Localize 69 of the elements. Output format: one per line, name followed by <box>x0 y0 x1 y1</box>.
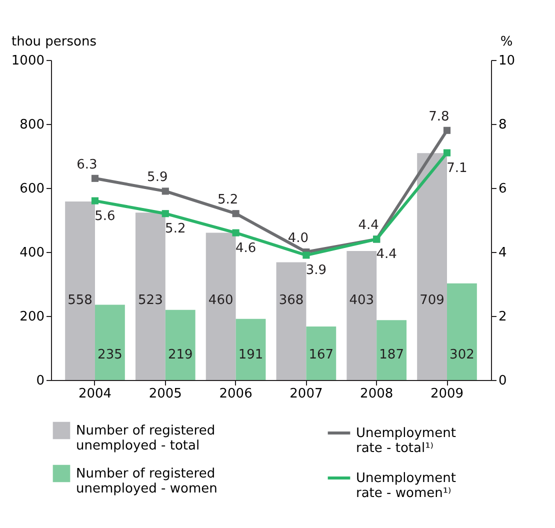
data-label: 7.8 <box>428 109 450 124</box>
y-tick-label: 1000 <box>11 54 44 68</box>
point <box>91 174 99 182</box>
data-label: 167 <box>308 347 334 362</box>
data-label: 5.9 <box>147 170 168 186</box>
bar <box>95 304 125 380</box>
y2-tick-label: 8 <box>498 118 507 132</box>
bar <box>236 318 266 380</box>
data-label: 7.1 <box>446 160 468 176</box>
y2-tick-label: 0 <box>498 374 507 388</box>
data-label: 5.2 <box>217 192 238 208</box>
data-label: 6.3 <box>76 157 98 172</box>
data-label: 523 <box>138 293 163 308</box>
bar <box>346 251 377 380</box>
y-tick-label: 600 <box>20 182 44 196</box>
bar <box>135 212 166 380</box>
legend-label: Number of registered unemployed - total <box>76 424 216 454</box>
x-tick-label: 2007 <box>290 386 323 402</box>
data-label: 187 <box>379 347 404 362</box>
point <box>162 188 169 195</box>
data-label: 709 <box>420 293 444 308</box>
data-label: 4.0 <box>288 231 309 246</box>
bar <box>165 310 196 380</box>
y-axis-title: thou persons <box>12 34 97 50</box>
legend-label: Unemployment rate - women¹⁾ <box>356 471 456 501</box>
bar <box>306 326 336 380</box>
data-label: 4.4 <box>358 218 379 234</box>
bar <box>65 201 95 380</box>
legend-label: Unemployment rate - total¹⁾ <box>356 426 456 456</box>
x-tick-label: 2009 <box>430 386 464 402</box>
point <box>162 210 169 218</box>
y-tick-label: 200 <box>20 310 44 324</box>
data-label: 403 <box>349 293 374 308</box>
data-label: 368 <box>278 293 304 308</box>
bar <box>376 320 407 380</box>
point <box>232 229 240 236</box>
data-label: 4.4 <box>376 247 397 262</box>
data-label: 5.2 <box>165 222 186 237</box>
point <box>443 126 451 134</box>
legend-label: Number of registered unemployed - women <box>76 466 218 496</box>
y2-tick-label: 6 <box>498 182 507 196</box>
data-label: 219 <box>168 347 193 362</box>
y2-tick-label: 10 <box>498 54 516 68</box>
bar <box>417 153 447 380</box>
y2-axis-title: % <box>500 34 513 50</box>
y-tick-label: 400 <box>20 246 44 260</box>
data-label: 302 <box>450 347 474 362</box>
point <box>443 149 451 156</box>
point <box>232 210 240 218</box>
data-label: 191 <box>238 347 264 362</box>
y2-tick-label: 4 <box>498 246 507 260</box>
data-label: 4.6 <box>235 240 256 256</box>
x-tick-label: 2004 <box>78 386 112 402</box>
data-label: 3.9 <box>306 263 327 278</box>
data-label: 5.6 <box>94 208 116 224</box>
point <box>302 252 310 259</box>
x-tick-label: 2005 <box>148 386 182 402</box>
x-tick-label: 2006 <box>219 386 252 402</box>
data-label: 558 <box>68 293 92 308</box>
y-tick-label: 800 <box>20 118 44 132</box>
y2-tick-label: 2 <box>498 310 507 324</box>
y-tick-label: 0 <box>36 374 44 388</box>
bar <box>447 283 477 380</box>
data-label: 460 <box>208 293 234 308</box>
bar <box>276 262 306 380</box>
data-label: 235 <box>98 347 122 362</box>
bar <box>206 232 236 380</box>
x-tick-label: 2008 <box>360 386 394 402</box>
point <box>91 197 99 204</box>
